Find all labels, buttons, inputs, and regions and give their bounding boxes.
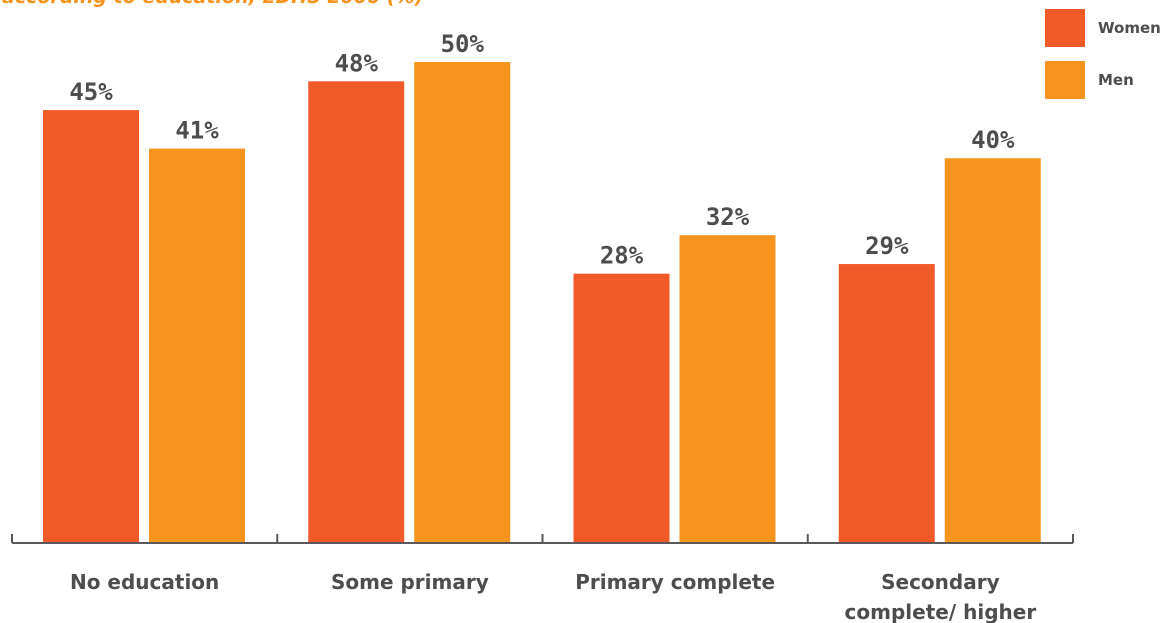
category-label-3-line-1: complete/ higher	[845, 600, 1037, 623]
value-label-men-1: 50%	[441, 30, 485, 58]
category-label-3-line-0: Secondary	[881, 570, 1000, 594]
legend: Women Men	[1045, 9, 1161, 99]
value-label-women-2: 28%	[600, 242, 644, 270]
legend-label-women: Women	[1098, 19, 1161, 37]
bar-women-0	[43, 110, 139, 544]
value-label-men-3: 40%	[971, 126, 1015, 154]
x-axis	[11, 534, 1074, 544]
value-label-men-2: 32%	[706, 203, 750, 231]
value-labels-group: 45% 41% 48% 50% 28% 32% 29% 40%	[69, 30, 1015, 270]
value-label-men-0: 41%	[175, 117, 219, 145]
category-label-2-line-0: Primary complete	[575, 570, 775, 594]
legend-swatch-men	[1045, 61, 1085, 99]
bar-women-2	[573, 273, 670, 543]
bar-men-2	[679, 235, 776, 543]
value-label-women-0: 45%	[69, 78, 113, 106]
bar-men-1	[414, 62, 511, 544]
value-label-women-3: 29%	[865, 232, 909, 260]
bar-women-3	[838, 264, 935, 543]
category-label-1-line-0: Some primary	[331, 570, 489, 594]
bars-group	[43, 62, 1041, 544]
value-label-women-1: 48%	[335, 49, 379, 77]
bar-men-3	[944, 158, 1041, 543]
bar-women-1	[308, 81, 405, 544]
category-label-0-line-0: No education	[70, 570, 219, 594]
legend-swatch-women	[1045, 9, 1085, 47]
legend-label-men: Men	[1098, 71, 1134, 89]
category-labels-group: No education Some primary Primary complete…	[70, 570, 1036, 623]
bar-men-0	[149, 148, 245, 543]
chart-title: according to education, EDHS 2000 (%)	[2, 0, 423, 8]
